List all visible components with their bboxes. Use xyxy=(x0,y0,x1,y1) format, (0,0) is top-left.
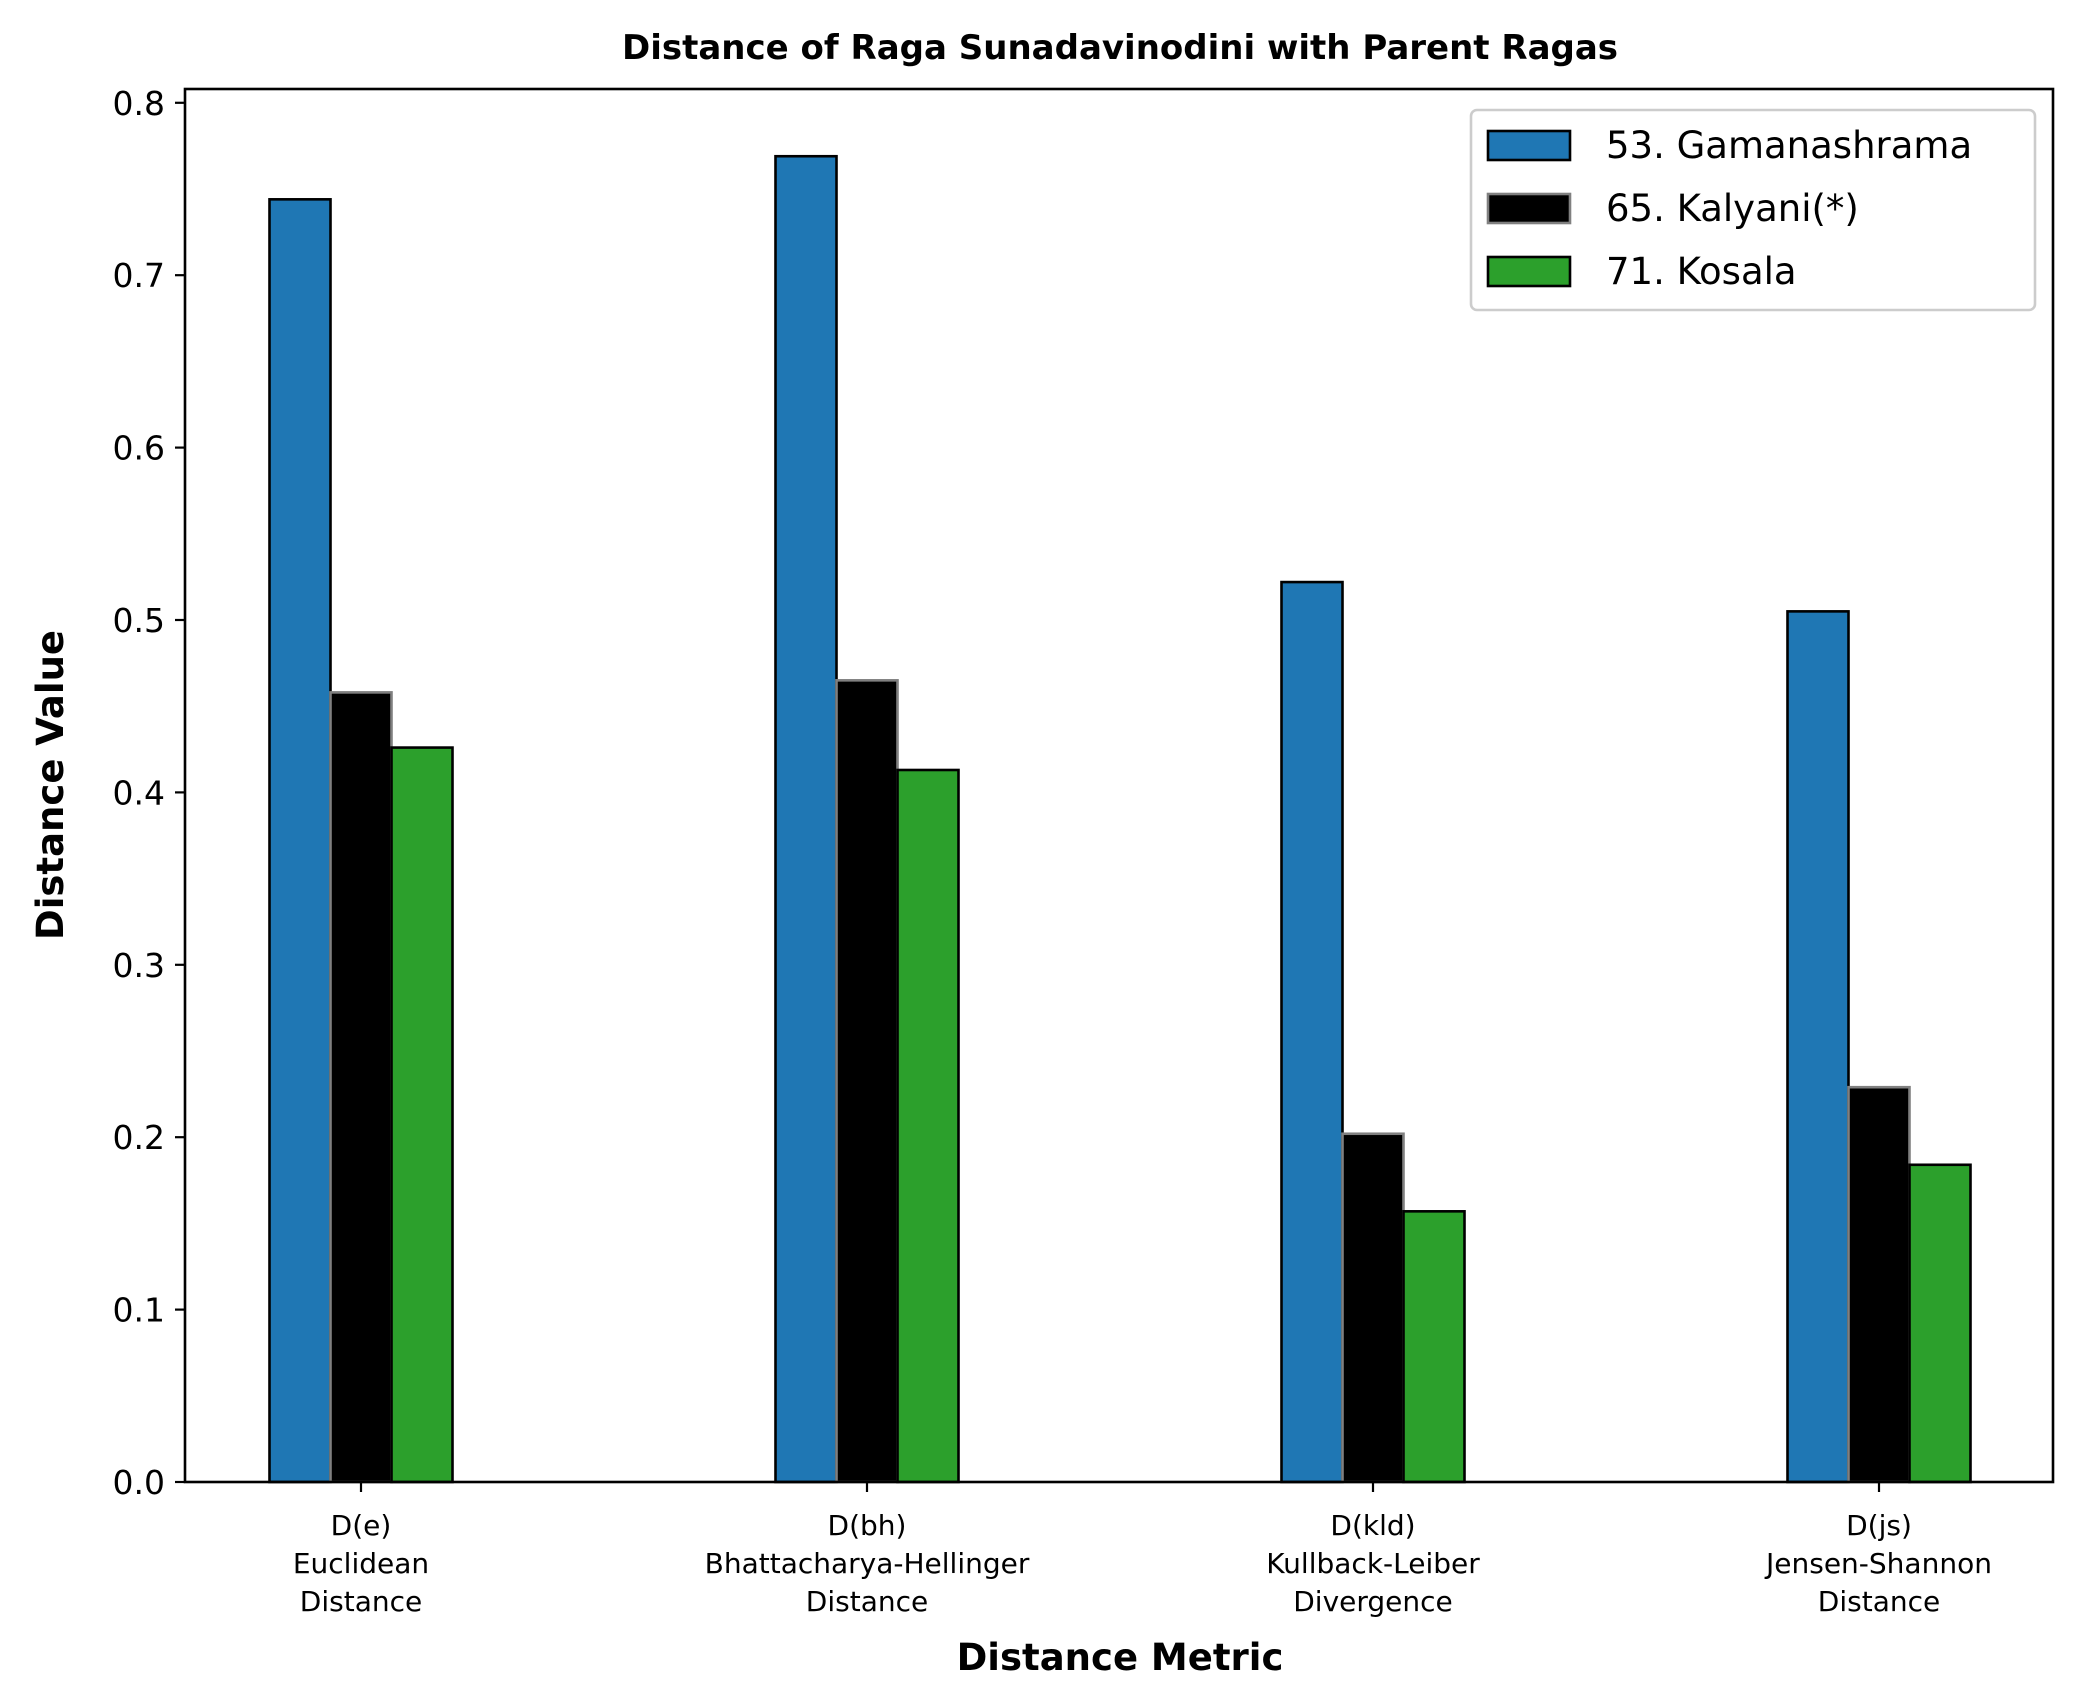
y-tick-label: 0.3 xyxy=(113,946,165,985)
legend-swatch xyxy=(1486,129,1572,162)
y-tick-label: 0.6 xyxy=(113,429,165,468)
x-tick-label: Distance xyxy=(300,1585,422,1618)
legend-frame xyxy=(1469,108,2037,312)
bar xyxy=(774,154,838,1484)
y-tick-label: 0.4 xyxy=(113,773,165,812)
bar xyxy=(1402,1210,1466,1484)
bar xyxy=(1908,1163,1972,1484)
x-tick-label: D(js) xyxy=(1846,1509,1912,1542)
y-tick-label: 0.8 xyxy=(113,84,165,123)
x-tick-label: Jensen-Shannon xyxy=(1764,1547,1992,1580)
x-tick-label: Euclidean xyxy=(293,1547,429,1580)
x-tick-label: Divergence xyxy=(1293,1585,1453,1618)
plot-frame xyxy=(183,87,2055,1484)
x-tick-label: D(kld) xyxy=(1330,1509,1415,1542)
y-tick-label: 0.1 xyxy=(113,1291,165,1330)
bar xyxy=(1786,610,1850,1484)
bar xyxy=(1847,1085,1911,1484)
x-tick-label: Distance xyxy=(1818,1585,1940,1618)
legend-swatch xyxy=(1486,255,1572,288)
x-tick-label: D(e) xyxy=(331,1509,392,1542)
legend-label: 65. Kalyani(*) xyxy=(1606,187,1859,230)
y-axis-title: Distance Value xyxy=(29,630,72,940)
bar xyxy=(390,746,454,1484)
bar xyxy=(268,198,332,1484)
y-axis-ticks: 0.0 0.1 0.2 0.3 0.4 0.5 0.6 0.7 0.8 xyxy=(113,84,185,1502)
chart-title: Distance of Raga Sunadavinodini with Par… xyxy=(622,28,1618,68)
y-tick-label: 0.0 xyxy=(113,1463,165,1502)
y-tick-label: 0.2 xyxy=(113,1118,165,1157)
bar xyxy=(1341,1132,1405,1484)
y-tick-label: 0.7 xyxy=(113,256,165,295)
legend-label: 71. Kosala xyxy=(1606,250,1797,293)
x-axis-ticks: D(e) Euclidean Distance D(bh) Bhattacharya-H… xyxy=(293,1482,1992,1618)
x-axis-title: Distance Metric xyxy=(957,1636,1284,1679)
bar xyxy=(329,691,393,1484)
y-tick-label: 0.5 xyxy=(113,601,165,640)
bar xyxy=(896,768,960,1484)
legend-label: 53. Gamanashrama xyxy=(1606,124,1972,167)
bar xyxy=(835,679,899,1484)
x-tick-label: Kullback-Leiber xyxy=(1266,1547,1480,1580)
bars-group xyxy=(268,154,1972,1484)
x-tick-label: Bhattacharya-Hellinger xyxy=(705,1547,1030,1580)
x-tick-label: D(bh) xyxy=(828,1509,907,1542)
legend: 53. Gamanashrama 65. Kalyani(*) 71. Kosala xyxy=(1469,108,2037,312)
bar xyxy=(1280,580,1344,1484)
x-tick-label: Distance xyxy=(806,1585,928,1618)
legend-swatch xyxy=(1486,192,1572,225)
